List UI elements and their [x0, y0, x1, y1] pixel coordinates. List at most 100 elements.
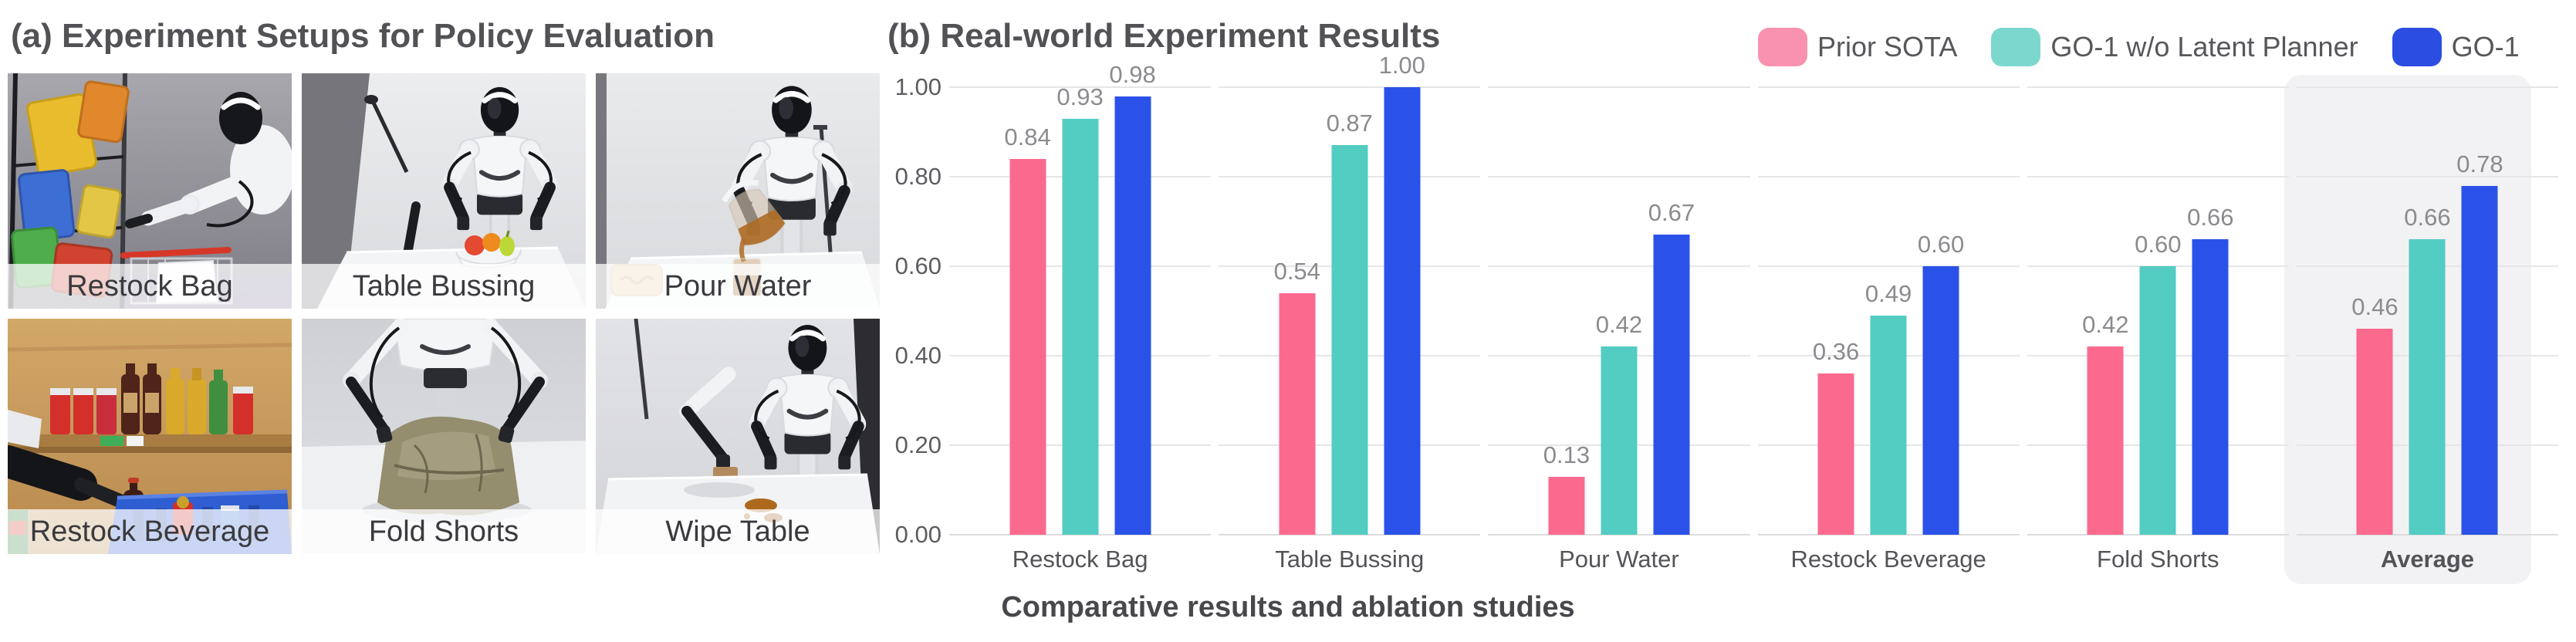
photo-table-bussing: Table Bussing	[302, 73, 586, 309]
chart-panel-restock-beverage: 0.36 0.49 0.60 Restock Beverage	[1757, 86, 2020, 573]
photo-label-restock-bag: Restock Bag	[8, 264, 292, 309]
legend-label: GO-1	[2451, 31, 2520, 63]
bar-table-bussing-go-1-w-o-latent-planner	[1331, 145, 1368, 535]
y-tick-0.00: 0.00	[894, 521, 941, 548]
chart-panel-restock-bag: 0.84 0.93 0.98 Restock Bag	[949, 61, 1212, 573]
photo-label-pour-water: Pour Water	[596, 264, 880, 309]
gridline	[1757, 265, 2020, 267]
gridline	[2296, 86, 2559, 88]
x-axis-baseline	[1757, 534, 2020, 536]
gridline	[949, 86, 1212, 88]
legend-label: GO-1 w/o Latent Planner	[2050, 31, 2358, 63]
category-label-pour-water: Pour Water	[1559, 546, 1679, 573]
bar-value-label: 1.00	[1378, 52, 1425, 79]
bar-fold-shorts-prior-sota	[2087, 346, 2124, 535]
bar-value-label: 0.98	[1109, 61, 1156, 88]
photo-pour-water: Pour Water	[596, 73, 880, 309]
gridline	[1488, 265, 1750, 267]
experiment-photo-grid: Restock Bag Table	[8, 73, 880, 554]
y-tick-1.00: 1.00	[894, 73, 941, 100]
category-label-average: Average	[2380, 546, 2475, 573]
bar-average-go-1-w-o-latent-planner	[2409, 239, 2446, 535]
legend-item-go-1-w-o-latent-planner: GO-1 w/o Latent Planner	[1991, 28, 2358, 66]
legend-swatch-prior-sota	[1758, 28, 1807, 66]
bar-value-label: 0.60	[2135, 231, 2182, 258]
x-axis-baseline	[2027, 534, 2289, 536]
chart-panel-average: 0.46 0.66 0.78 Average	[2296, 86, 2559, 573]
gridline	[1757, 86, 2020, 88]
bar-restock-bag-prior-sota	[1009, 159, 1046, 535]
bar-value-label: 0.84	[1004, 123, 1051, 150]
gridline	[1488, 176, 1750, 177]
bar-value-label: 0.67	[1648, 199, 1695, 226]
bar-value-label: 0.93	[1056, 83, 1104, 110]
figure-caption: Comparative results and ablation studies	[1001, 591, 1575, 623]
photo-label-fold-shorts: Fold Shorts	[302, 509, 586, 554]
bar-fold-shorts-go-1	[2192, 239, 2229, 535]
bar-restock-bag-go-1	[1114, 96, 1151, 535]
bar-restock-beverage-go-1	[1922, 266, 1959, 535]
gridline	[1219, 86, 1481, 88]
bar-value-label: 0.13	[1543, 441, 1591, 468]
panel-a-title: (a) Experiment Setups for Policy Evaluat…	[11, 17, 715, 55]
bar-restock-beverage-prior-sota	[1817, 373, 1854, 535]
chart-panel-table-bussing: 0.54 0.87 1.00 Table Bussing	[1219, 52, 1481, 573]
legend-label: Prior SOTA	[1817, 31, 1958, 63]
panel-b-title: (b) Real-world Experiment Results	[887, 17, 1441, 55]
category-label-table-bussing: Table Bussing	[1275, 546, 1425, 573]
photo-restock-bag: Restock Bag	[8, 73, 292, 309]
gridline	[2027, 176, 2289, 177]
bar-value-label: 0.42	[1595, 311, 1643, 338]
y-tick-0.40: 0.40	[894, 342, 941, 369]
legend: Prior SOTA GO-1 w/o Latent Planner GO-1	[1758, 28, 2520, 66]
y-tick-0.20: 0.20	[894, 431, 941, 458]
bar-value-label: 0.78	[2456, 150, 2503, 177]
gridline	[2027, 86, 2289, 88]
bar-pour-water-prior-sota	[1548, 477, 1585, 535]
bar-average-go-1	[2461, 186, 2498, 535]
photo-label-wipe-table: Wipe Table	[596, 509, 880, 554]
x-axis-baseline	[949, 534, 1212, 536]
category-label-restock-bag: Restock Bag	[1012, 546, 1148, 573]
photo-fold-shorts: Fold Shorts	[302, 319, 586, 554]
bar-pour-water-go-1	[1653, 235, 1690, 535]
x-axis-baseline	[1219, 534, 1481, 536]
chart-panels: 0.84 0.93 0.98 Restock Bag 0.54 0.87 1.00 Table…	[949, 52, 2559, 573]
bar-value-label: 0.66	[2187, 204, 2234, 231]
bar-value-label: 0.49	[1864, 280, 1912, 307]
x-axis-baseline	[1488, 534, 1750, 536]
category-label-restock-beverage: Restock Beverage	[1790, 546, 1986, 573]
bar-pour-water-go-1-w-o-latent-planner	[1601, 346, 1638, 535]
gridline	[1757, 176, 2020, 177]
bar-table-bussing-go-1	[1384, 87, 1421, 535]
bar-value-label: 0.36	[1812, 338, 1860, 365]
photo-label-table-bussing: Table Bussing	[302, 264, 586, 309]
legend-item-prior-sota: Prior SOTA	[1758, 28, 1957, 66]
bar-restock-beverage-go-1-w-o-latent-planner	[1870, 316, 1907, 535]
bar-value-label: 0.54	[1273, 258, 1320, 285]
bar-value-label: 0.87	[1326, 110, 1373, 137]
legend-swatch-go-1	[2392, 28, 2442, 66]
bar-value-label: 0.66	[2404, 204, 2451, 231]
bar-average-prior-sota	[2356, 329, 2393, 535]
bar-restock-bag-go-1-w-o-latent-planner	[1062, 119, 1099, 535]
y-tick-0.80: 0.80	[894, 163, 941, 190]
chart-panel-fold-shorts: 0.42 0.60 0.66 Fold Shorts	[2027, 86, 2289, 573]
bar-value-label: 0.42	[2082, 311, 2129, 338]
y-tick-0.60: 0.60	[894, 252, 941, 279]
photo-label-restock-beverage: Restock Beverage	[8, 509, 292, 554]
bar-fold-shorts-go-1-w-o-latent-planner	[2139, 266, 2176, 535]
legend-swatch-go-1-w-o-latent-planner	[1991, 28, 2041, 66]
x-axis-baseline	[2296, 534, 2559, 536]
photo-restock-beverage: Restock Beverage	[8, 319, 292, 554]
legend-item-go-1: GO-1	[2392, 28, 2520, 66]
bar-value-label: 0.60	[1917, 231, 1965, 258]
gridline	[2296, 176, 2559, 177]
y-axis: 0.00 0.20 0.40 0.60 0.80 1.00	[833, 0, 941, 642]
bar-table-bussing-prior-sota	[1279, 293, 1316, 535]
photo-wipe-table: Wipe Table	[596, 319, 880, 554]
bar-value-label: 0.46	[2351, 293, 2399, 320]
chart-panel-pour-water: 0.13 0.42 0.67 Pour Water	[1488, 86, 1750, 573]
category-label-fold-shorts: Fold Shorts	[2097, 546, 2219, 573]
